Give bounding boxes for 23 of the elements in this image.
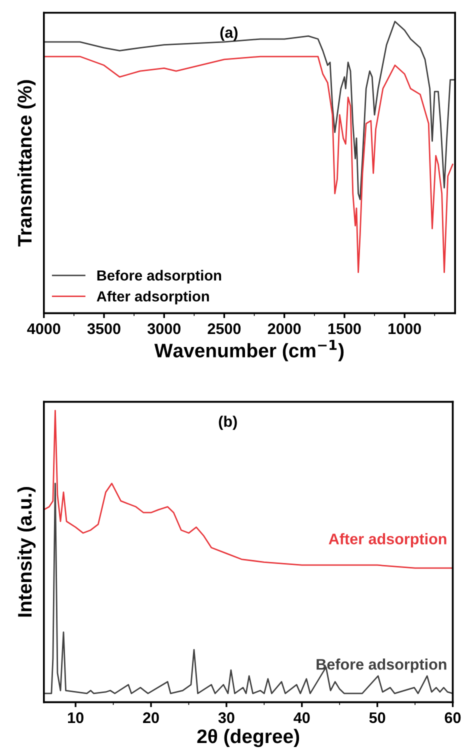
x-tick-label: 2000 (268, 323, 301, 334)
x-axis-title: Wavenumber (cm$^{−1}$) (154, 340, 344, 362)
x-axis-title: 2θ (degree) (197, 728, 300, 748)
x-tick-label: 3500 (87, 323, 120, 334)
legend-label: Before adsorption (97, 270, 222, 284)
y-axis-title: Transmittance (%) (17, 80, 36, 246)
x-tick-label: 60 (444, 712, 461, 724)
x-tick-label: 30 (218, 712, 234, 724)
x-tick-label: 1000 (388, 323, 421, 334)
chart-title: (a) (220, 26, 238, 41)
x-tick-label: 2500 (208, 323, 241, 334)
series-label: Before adsorption (316, 658, 446, 673)
x-tick-label: 20 (143, 712, 159, 724)
x-tick-label: 1500 (328, 323, 361, 334)
legend-label: After adsorption (96, 290, 209, 304)
x-tick-label: 4000 (27, 323, 60, 334)
series-label: After adsorption (328, 533, 446, 548)
x-tick-label: 10 (68, 712, 84, 724)
chart-title: (b) (218, 416, 237, 430)
x-tick-label: 50 (369, 712, 386, 724)
x-tick-label: 40 (294, 712, 310, 724)
y-axis-title: Intensity (a.u.) (17, 487, 36, 617)
x-tick-label: 3000 (147, 323, 180, 334)
